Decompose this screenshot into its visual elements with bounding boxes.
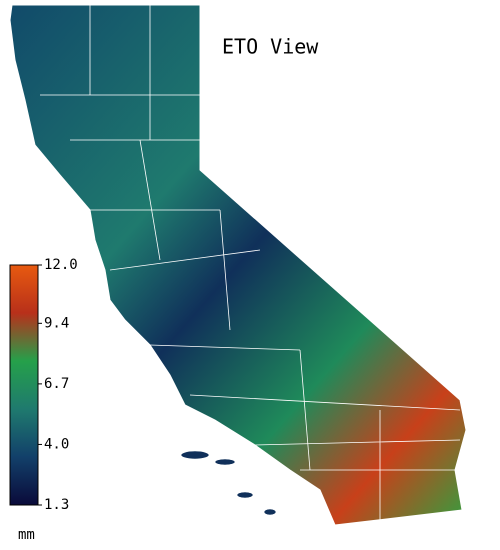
colorbar — [9, 264, 39, 506]
colorbar-tick-label: 12.0 — [44, 257, 78, 273]
state-outline — [9, 4, 467, 526]
colorbar-unit: mm — [18, 527, 35, 543]
title: ETO View — [222, 35, 319, 59]
county-lines — [40, 5, 461, 520]
colorbar-tick-label: 4.0 — [44, 436, 69, 452]
colorbar-tick-label: 1.3 — [44, 497, 69, 513]
colorbar-tick-label: 6.7 — [44, 376, 69, 392]
colorbar-tick-label: 9.4 — [44, 315, 69, 331]
islands — [180, 450, 277, 516]
